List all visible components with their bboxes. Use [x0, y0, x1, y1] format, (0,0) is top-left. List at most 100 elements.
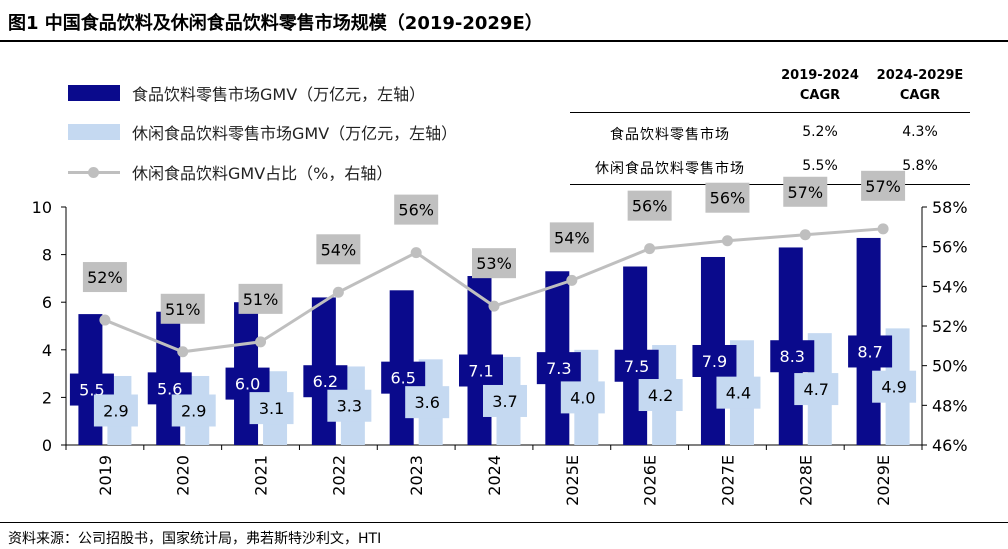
right-axis-tick-label: 56% [932, 238, 968, 257]
share-point [177, 346, 189, 358]
legend-label: 休闲食品饮料GMV占比（%，右轴） [132, 164, 393, 183]
figure-title-bar: 图1 中国食品饮料及休闲食品饮料零售市场规模（2019-2029E） [0, 0, 1008, 40]
bar-snack-label-box [405, 386, 450, 419]
bar-total-label: 5.6 [157, 379, 182, 398]
figure-title: 图1 中国食品饮料及休闲食品饮料零售市场规模（2019-2029E） [8, 13, 543, 34]
share-label-box [861, 170, 906, 201]
share-label-box [549, 222, 594, 253]
left-axis-tick-label: 8 [42, 246, 52, 265]
left-axis-tick-label: 2 [42, 388, 52, 407]
share-point [410, 247, 422, 259]
bar-snack-label-box [560, 381, 605, 414]
bar-total-label-box [848, 335, 893, 368]
bar-snack-label-box [794, 373, 839, 406]
share-label: 51% [243, 290, 279, 309]
share-label: 53% [476, 254, 512, 273]
bar-snack-label-box [327, 389, 372, 422]
share-label: 52% [87, 268, 123, 287]
share-label-box [783, 176, 828, 207]
cagr-value: 5.5% [802, 158, 838, 174]
bar-snack-label: 4.9 [881, 378, 906, 397]
bar-total-label-box [536, 352, 581, 385]
bar-snack-label-box [171, 394, 216, 427]
bar-total-label: 6.0 [235, 375, 260, 394]
x-axis-category-label: 2020 [174, 455, 193, 496]
right-axis-tick-label: 54% [932, 277, 968, 296]
bar-snack-label-box [249, 392, 294, 425]
x-axis-category-label: 2024 [485, 455, 504, 496]
share-label: 56% [710, 189, 746, 208]
share-point [877, 223, 889, 235]
bar-total-label-box [692, 344, 737, 377]
bar-total-label-box [770, 340, 815, 373]
share-point [99, 314, 111, 326]
cagr-rule [570, 112, 970, 113]
legend-swatch-light-bar [68, 124, 120, 140]
share-label-box [472, 248, 516, 279]
bar-snack-label-box [638, 379, 683, 412]
bar-snack-label-box [716, 376, 761, 409]
footnote-rule [0, 522, 1008, 523]
bar-total-label: 8.7 [857, 342, 882, 361]
x-axis-category-label: 2027E [718, 455, 737, 506]
share-label: 56% [632, 197, 668, 216]
x-axis-category-label: 2028E [796, 455, 815, 506]
bar-snack-label: 4.0 [570, 388, 595, 407]
share-label-box [705, 182, 750, 213]
source-footnote: 资料来源：公司招股书，国家统计局，弗若斯特沙利文，HTI [8, 531, 382, 547]
share-label-box [82, 262, 127, 293]
bar-snack-label: 3.3 [337, 397, 362, 416]
left-axis-tick-label: 6 [42, 293, 52, 312]
share-point [566, 274, 578, 286]
bar-snack-label: 2.9 [103, 401, 128, 420]
right-axis-tick-label: 48% [932, 396, 968, 415]
bar-snack-label: 4.4 [726, 384, 751, 403]
share-label: 57% [787, 183, 823, 202]
bar-total-label: 6.2 [313, 372, 338, 391]
legend-swatch-dark-bar [68, 85, 120, 101]
left-axis-tick-label: 4 [42, 341, 52, 360]
cagr-header-text: 2019-2024 CAGR [781, 68, 859, 103]
x-axis-category-label: 2022 [329, 455, 348, 496]
bar-snack-label-box [872, 370, 917, 403]
share-point [721, 235, 733, 247]
legend-label: 休闲食品饮料零售市场GMV（万亿元，左轴） [132, 124, 458, 143]
bar-snack-label-box [93, 394, 138, 427]
right-axis-tick-label: 50% [932, 357, 968, 376]
right-axis-tick-label: 58% [932, 198, 968, 217]
legend-item-snack-share: 休闲食品饮料GMV占比（%，右轴） [68, 157, 392, 187]
share-label-box [160, 293, 205, 324]
bar-snack-label: 4.2 [648, 386, 673, 405]
x-axis-category-label: 2025E [563, 455, 582, 506]
share-line [104, 227, 884, 354]
share-point [799, 229, 811, 241]
x-axis-category-label: 2021 [252, 455, 271, 496]
legend-item-total-gmv: 食品饮料零售市场GMV（万亿元，左轴） [68, 78, 425, 108]
cagr-value: 5.2% [802, 124, 838, 140]
legend-label: 食品饮料零售市场GMV（万亿元，左轴） [132, 85, 426, 104]
bar-total-label-box [459, 354, 503, 387]
cagr-header-2019-2024: 2019-2024 CAGR [770, 66, 870, 106]
bar-snack-label: 3.6 [414, 393, 439, 412]
x-axis-category-label: 2026E [641, 455, 660, 506]
title-rule [0, 40, 1008, 42]
left-axis-tick-label: 0 [42, 436, 52, 455]
right-axis-tick-label: 46% [932, 436, 968, 455]
x-axis-category-label: 2023 [407, 455, 426, 496]
cagr-row-name: 休闲食品饮料零售市场 [595, 161, 745, 177]
bar-total-label-box [614, 349, 659, 382]
bar-snack-label-box [483, 384, 527, 417]
share-point [644, 243, 656, 255]
bar-snack-label: 3.1 [259, 399, 284, 418]
bar-snack-label: 2.9 [181, 401, 206, 420]
share-label-box [316, 234, 361, 265]
left-axis-tick-label: 10 [32, 198, 52, 217]
share-label-box [627, 190, 672, 221]
bar-total-label: 7.5 [624, 357, 649, 376]
legend-swatch-line [68, 164, 120, 180]
bar-total-label: 7.9 [702, 352, 727, 371]
cagr-header-2024-2029: 2024-2029E CAGR [870, 66, 970, 106]
bar-total-label: 6.5 [390, 369, 415, 388]
bar-total-label: 8.3 [780, 347, 805, 366]
